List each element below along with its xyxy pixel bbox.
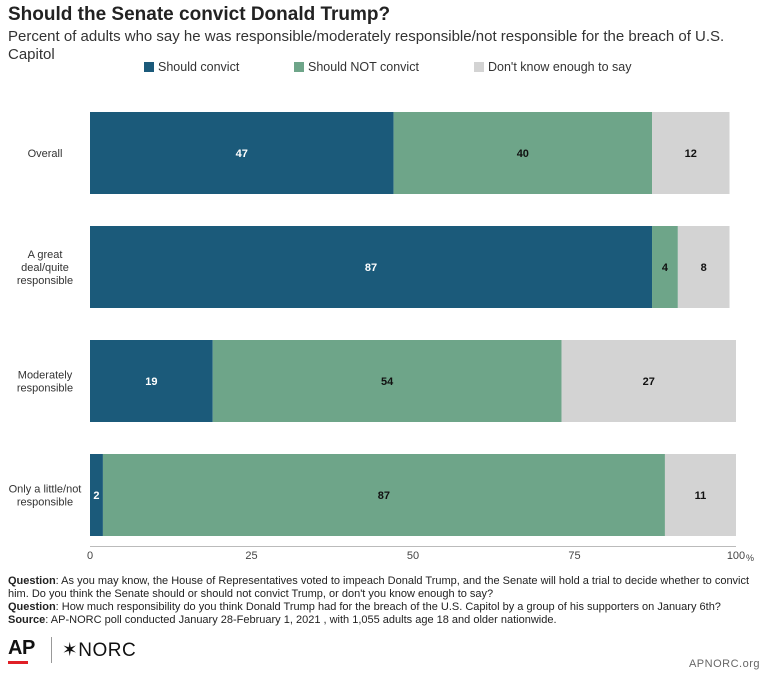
chart-title: Should the Senate convict Donald Trump? xyxy=(8,4,391,25)
bar-segment xyxy=(561,340,736,422)
bar-segment xyxy=(90,226,653,308)
logo-divider xyxy=(50,637,52,663)
bar-segment xyxy=(393,112,653,194)
category-label: A great deal/quite responsible xyxy=(17,249,73,287)
data-label: 2 xyxy=(93,490,99,502)
data-label: 87 xyxy=(378,490,390,502)
bar-segment xyxy=(652,226,678,308)
category-label: Only a little/not responsible xyxy=(9,484,82,509)
tick-label: 0 xyxy=(87,550,93,562)
category-label: Moderately responsible xyxy=(17,370,73,395)
legend-swatch xyxy=(474,62,484,72)
data-label: 27 xyxy=(643,376,655,388)
site-link[interactable]: APNORC.org xyxy=(688,658,760,670)
ap-logo: AP xyxy=(8,637,35,664)
legend-label: Don't know enough to say xyxy=(488,60,632,74)
data-label: 19 xyxy=(145,376,157,388)
footnotes: Question: As you may know, the House of … xyxy=(8,575,760,627)
bar-segment xyxy=(102,454,665,536)
data-label: 11 xyxy=(695,490,707,502)
bar-segment xyxy=(90,112,394,194)
bar-segment xyxy=(90,340,213,422)
legend-swatch xyxy=(294,62,304,72)
footnote-question-1: Question: As you may know, the House of … xyxy=(8,575,750,600)
data-label: 87 xyxy=(365,262,377,274)
tick-label: 50 xyxy=(407,550,419,562)
logos: AP ✶NORC xyxy=(8,636,136,664)
data-label: 4 xyxy=(662,262,669,274)
bar-segment xyxy=(212,340,562,422)
bar-segment xyxy=(677,226,730,308)
footnote-source: Source: AP-NORC poll conducted January 2… xyxy=(8,614,557,626)
data-label: 47 xyxy=(236,148,248,160)
legend-item-should-convict: Should convict xyxy=(144,60,239,74)
tick-label: 75 xyxy=(568,550,580,562)
bar-segment xyxy=(664,454,736,536)
data-label: 54 xyxy=(381,376,394,388)
legend-item-should-not-convict: Should NOT convict xyxy=(294,60,419,74)
legend: Should convict Should NOT convict Don't … xyxy=(0,60,768,76)
data-label: 12 xyxy=(685,148,697,160)
data-label: 8 xyxy=(701,262,707,274)
axis-unit-label: % xyxy=(746,553,754,563)
chart-subtitle: Percent of adults who say he was respons… xyxy=(8,28,725,63)
ap-logo-bar xyxy=(8,660,28,664)
bar-segment xyxy=(90,454,103,536)
bar-segment xyxy=(652,112,730,194)
stacked-bar-chart: Overall 47 40 12A great deal/quite responsibl… xyxy=(9,112,754,563)
data-label: 40 xyxy=(517,148,529,160)
footnote-question-2: Question: How much responsibility do you… xyxy=(8,601,721,613)
norc-logo: ✶NORC xyxy=(61,639,137,661)
legend-label: Should convict xyxy=(158,60,240,74)
tick-label: 25 xyxy=(245,550,257,562)
legend-swatch xyxy=(144,62,154,72)
legend-item-dont-know: Don't know enough to say xyxy=(474,60,631,74)
legend-label: Should NOT convict xyxy=(308,60,419,74)
category-label: Overall xyxy=(28,148,63,160)
tick-label: 100 xyxy=(727,550,745,562)
